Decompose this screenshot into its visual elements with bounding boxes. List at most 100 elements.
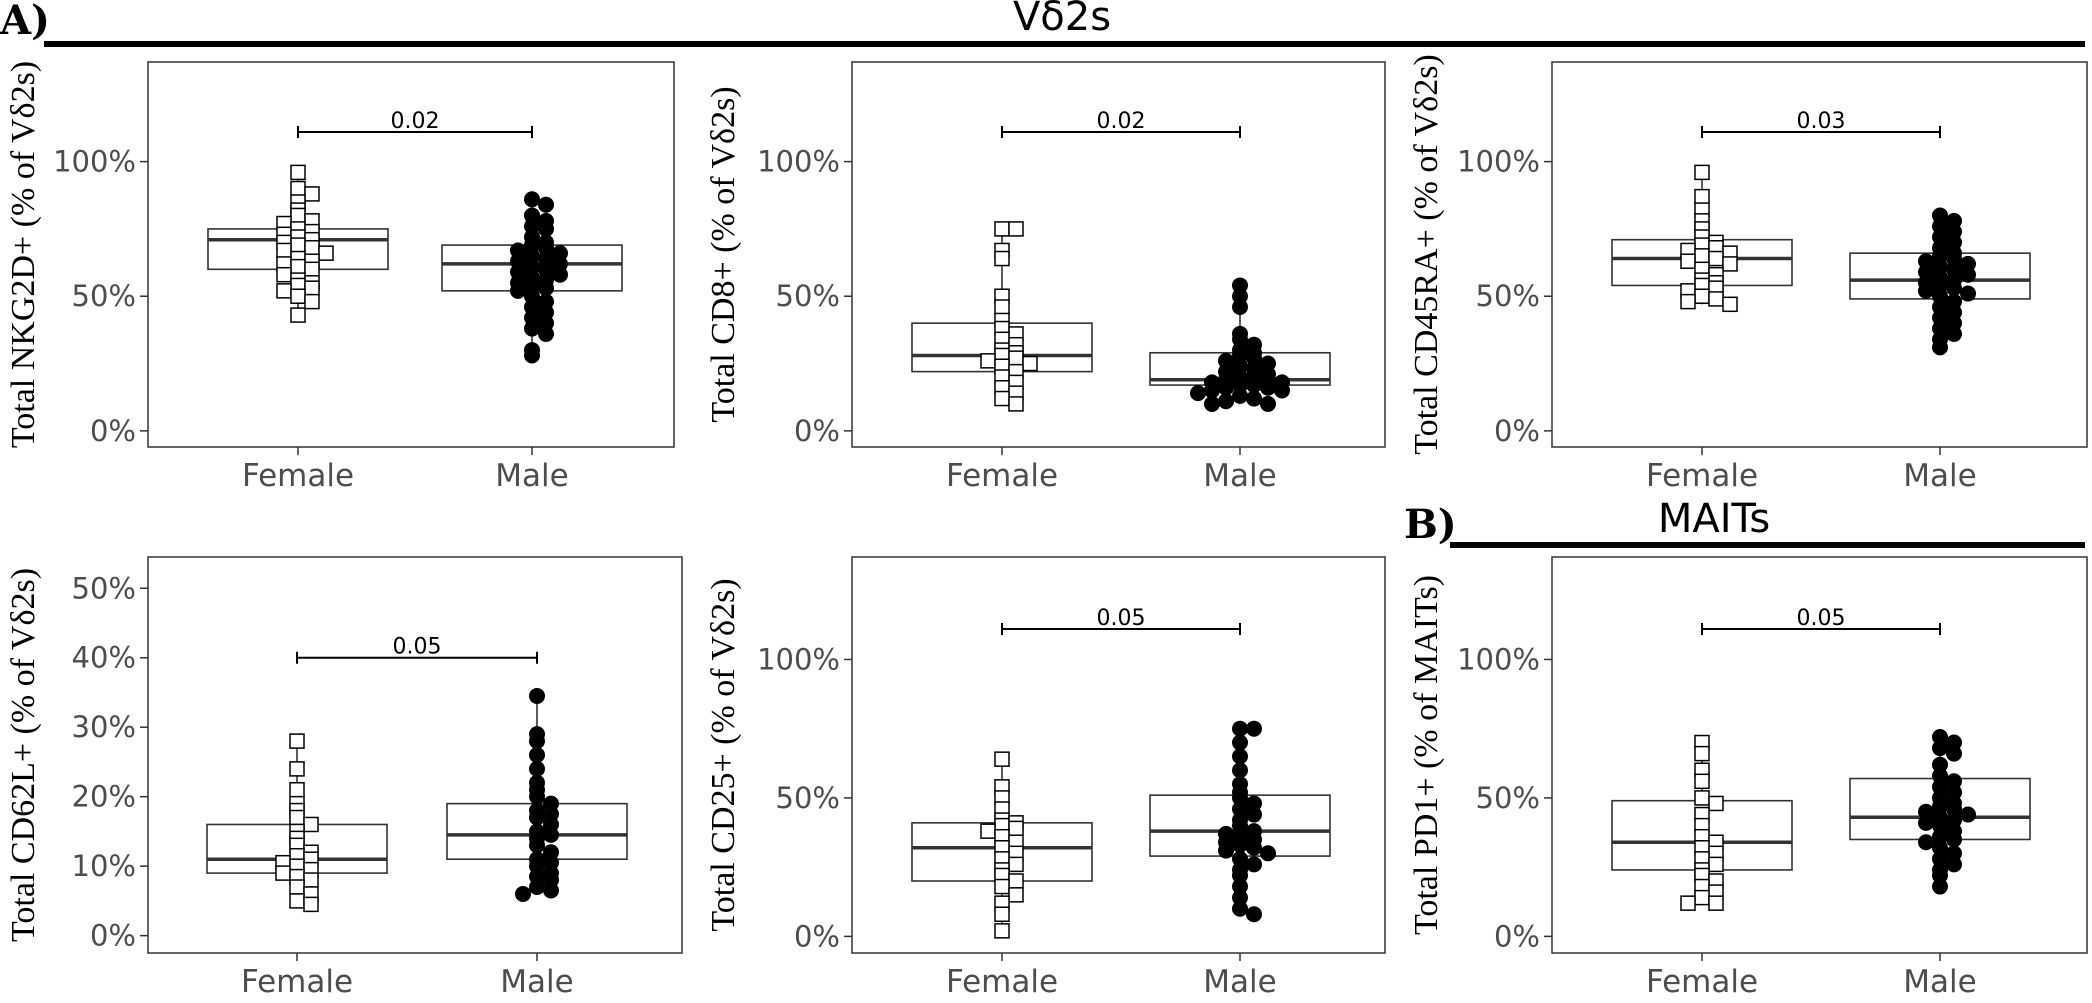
data-point-male (1246, 720, 1262, 737)
data-point-male (1960, 806, 1976, 823)
data-point-male (1232, 720, 1248, 737)
data-point-male (1932, 729, 1948, 745)
data-point-male (1232, 867, 1248, 884)
section-a-header: A) Vδ2s (0, 0, 2085, 47)
data-point-male (1918, 834, 1934, 851)
data-point-female (275, 865, 291, 881)
y-tick-label: 100% (1457, 642, 1540, 676)
data-point-male (1204, 395, 1220, 412)
data-point-male (1232, 889, 1248, 906)
p-value-label: 0.05 (393, 635, 442, 660)
data-point-female (1008, 221, 1024, 237)
data-point-female (289, 781, 305, 798)
y-tick-label: 100% (757, 145, 840, 179)
section-b-title: MAITs (1658, 496, 1770, 542)
data-point-female (1708, 795, 1724, 812)
data-point-male (1932, 867, 1948, 884)
x-category-label: Male (1203, 458, 1276, 494)
data-point-male (529, 879, 545, 895)
data-point-male (1260, 845, 1276, 862)
data-point-female (303, 816, 319, 833)
x-category-label: Male (495, 458, 568, 494)
y-tick-label: 0% (90, 919, 136, 953)
x-category-label: Female (1646, 458, 1758, 494)
y-axis-label: Total NKG2D+ (% of Vδ2s) (5, 61, 42, 448)
data-point-female (290, 288, 306, 304)
data-point-male (1960, 266, 1976, 283)
section-b-label: B) (1404, 501, 1457, 548)
data-point-female (1680, 253, 1696, 269)
y-tick-label: 100% (1457, 145, 1540, 179)
y-axis-label: Total CD8+ (% of Vδ2s) (705, 86, 742, 422)
data-point-female (994, 390, 1010, 407)
data-point-male (524, 191, 540, 208)
data-point-female (1008, 856, 1024, 873)
data-point-male (1932, 839, 1948, 856)
data-point-female (1008, 820, 1024, 837)
data-point-male (1932, 828, 1948, 845)
data-point-female (303, 872, 319, 888)
panel-frame (147, 556, 683, 954)
data-point-male (1946, 784, 1962, 801)
data-point-female (304, 261, 320, 278)
data-point-male (1946, 745, 1962, 762)
data-point-male (529, 687, 545, 704)
significance-bracket (1001, 623, 1241, 630)
data-point-male (529, 809, 545, 826)
data-point-male (1232, 748, 1248, 765)
data-point-female (290, 180, 306, 197)
data-point-male (538, 325, 554, 342)
data-point-male (1218, 842, 1234, 859)
panel-frame (1551, 556, 2088, 954)
data-point-male (529, 837, 545, 854)
data-point-male (538, 280, 554, 297)
data-point-male (1932, 878, 1948, 895)
data-point-male (552, 266, 568, 283)
data-point-male (1232, 850, 1248, 867)
data-point-female (290, 237, 306, 253)
data-point-female (1694, 745, 1710, 762)
data-point-male (1218, 379, 1234, 396)
data-point-male (510, 282, 526, 299)
x-category-label: Male (1903, 964, 1976, 1000)
data-point-male (1232, 789, 1248, 806)
data-point-male (543, 826, 559, 843)
data-point-male (1232, 801, 1248, 817)
data-point-male (1232, 387, 1248, 404)
x-category-label: Female (241, 964, 353, 1000)
data-point-female (1708, 895, 1724, 911)
y-tick-label: 0% (1494, 414, 1540, 448)
data-point-male (1232, 817, 1248, 834)
significance-bracket (296, 651, 538, 659)
data-point-male (1246, 856, 1262, 873)
significance-bracket (297, 126, 533, 133)
data-point-male (1246, 390, 1262, 407)
data-point-male (1946, 325, 1962, 342)
data-point-female (1722, 256, 1738, 272)
panel-frame (851, 61, 1386, 448)
data-point-female (980, 353, 996, 369)
y-tick-label: 20% (72, 780, 136, 814)
data-point-male (1204, 382, 1220, 399)
x-category-label: Male (500, 964, 573, 1000)
data-point-female (289, 809, 305, 826)
data-point-female (1680, 895, 1696, 911)
panel-frame (851, 556, 1386, 954)
data-point-female (1694, 288, 1710, 304)
panel-frame (147, 61, 675, 448)
data-point-female (1022, 355, 1038, 372)
data-point-male (1932, 767, 1948, 784)
significance-bracket (1001, 126, 1241, 133)
section-b-header: B) MAITs (1404, 496, 2085, 548)
y-tick-label: 40% (72, 641, 136, 675)
data-point-female (304, 293, 320, 310)
panel-frame (1551, 61, 2088, 448)
data-point-female (1694, 188, 1710, 205)
section-a-title: Vδ2s (1013, 0, 1111, 40)
data-point-male (1946, 831, 1962, 848)
data-point-male (543, 882, 559, 899)
data-point-male (1946, 734, 1962, 751)
cd25-panel: Total CD25+ (% of Vδ2s) 0% 50% 100% Female Ma… (705, 556, 1386, 1000)
data-point-male (1932, 339, 1948, 356)
cd45ra-panel: Total CD45RA+ (% of Vδ2s) 0% 50% 100% Female… (1408, 54, 2088, 494)
